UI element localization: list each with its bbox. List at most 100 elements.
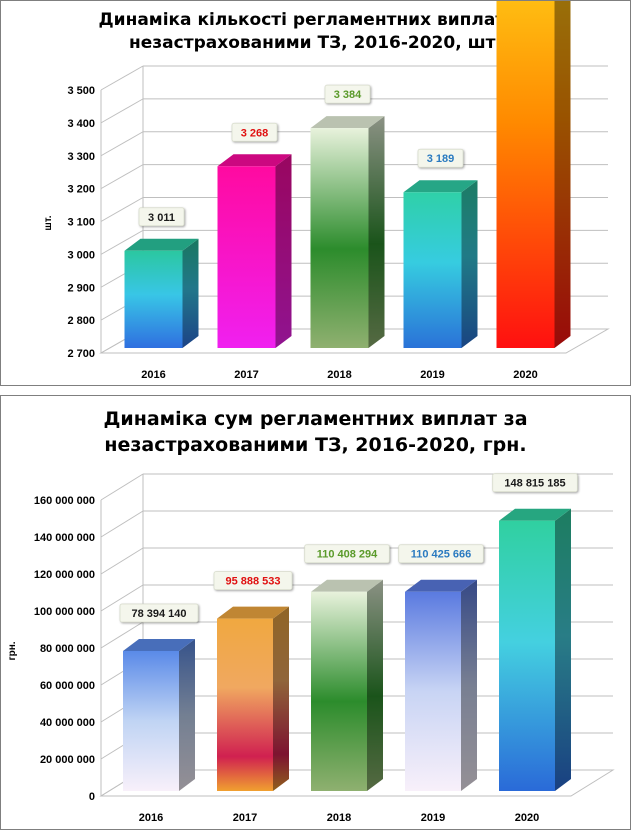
bar-front	[405, 591, 461, 791]
x-tick-label: 2018	[327, 369, 351, 381]
chart-title-sum: Динаміка сум регламентних виплат за неза…	[1, 406, 630, 458]
data-label-box	[213, 571, 293, 591]
bar-front	[123, 650, 179, 791]
gridline-diag	[100, 131, 144, 157]
sum-chart-svg: 0 20 000 000 40 000 000 60 000 000 80 000 00…	[7, 473, 615, 824]
gridline-diag	[100, 164, 144, 190]
bar-front	[310, 128, 369, 348]
data-label: 3 189	[427, 153, 455, 165]
bar	[403, 180, 478, 348]
data-label: 110 408 294	[317, 549, 378, 561]
bar-side	[368, 116, 385, 348]
bar-side	[554, 1, 571, 348]
chart-title-sum-line2: незастрахованими ТЗ, 2016-2020, грн.	[104, 434, 527, 456]
bar-top	[123, 638, 195, 651]
data-label: 110 425 666	[411, 549, 472, 561]
data-label-box	[231, 122, 278, 142]
data-label-box	[324, 84, 371, 104]
data-label: 3 268	[241, 127, 269, 139]
bar-top	[311, 579, 383, 592]
bar	[311, 579, 383, 791]
bar-side	[461, 579, 477, 791]
bar-front	[496, 1, 555, 348]
chart-title-sum-line1: Динаміка сум регламентних виплат за	[103, 408, 528, 430]
x-tick-label: 2016	[139, 812, 163, 824]
y-tick-label: 0	[89, 791, 95, 803]
bar-front	[217, 618, 273, 791]
bar	[405, 579, 477, 791]
y-tick-label: 60 000 000	[40, 680, 95, 692]
y-tick-label: 100 000 000	[34, 606, 95, 618]
bar-front	[124, 250, 183, 348]
bar-side	[179, 638, 195, 791]
gridline-diag	[100, 584, 144, 612]
bar-side	[275, 154, 292, 348]
x-tick-label: 2020	[515, 812, 539, 824]
x-tick-label: 2020	[513, 369, 537, 381]
x-tick-label: 2017	[233, 812, 257, 824]
y-tick-label: 3 000	[67, 249, 95, 261]
x-tick-label: 2019	[421, 812, 445, 824]
data-label: 95 888 533	[225, 576, 280, 588]
bar-top	[217, 606, 289, 619]
data-label-box	[138, 207, 185, 227]
gridline-diag	[100, 197, 144, 222]
y-tick-label: 2 900	[67, 282, 95, 294]
bar-top	[499, 508, 571, 521]
bar-top	[405, 579, 477, 592]
bar-side	[273, 606, 289, 791]
bar-top	[124, 238, 199, 251]
y-tick-label: 3 200	[67, 184, 95, 196]
chart-panel-count: Динаміка кількості регламентних виплат з…	[0, 0, 631, 386]
chart-title-count: Динаміка кількості регламентних виплат з…	[1, 9, 630, 55]
gridline-diag	[100, 229, 144, 255]
bar-front	[499, 520, 555, 791]
data-label: 148 815 185	[504, 478, 565, 490]
data-label-box	[417, 148, 464, 168]
x-tick-label: 2016	[141, 369, 165, 381]
gridline-diag	[100, 65, 144, 91]
y-tick-label: 3 100	[67, 217, 95, 229]
data-label-box	[398, 544, 484, 564]
y-tick-label: 3 300	[67, 151, 95, 163]
chart-title-count-line2: незастрахованими ТЗ, 2016-2020, шт.	[129, 33, 502, 53]
gridline-diag	[100, 98, 144, 124]
bar-top	[217, 154, 292, 167]
y-tick-label: 40 000 000	[40, 717, 95, 729]
y-tick-label: 2 700	[67, 348, 95, 360]
y-tick-label: 3 500	[67, 85, 95, 97]
y-axis-label: грн.	[7, 641, 18, 660]
data-label: 3 384	[334, 89, 362, 101]
bar	[217, 154, 292, 348]
data-label: 3 011	[148, 212, 175, 224]
y-axis-label: шт.	[43, 215, 54, 230]
bar-front	[403, 192, 462, 348]
y-tick-label: 20 000 000	[40, 754, 95, 766]
x-tick-label: 2018	[327, 812, 351, 824]
data-label-box	[492, 473, 578, 493]
bar-side	[555, 508, 571, 791]
data-label-box	[304, 544, 390, 564]
gridline-diag	[100, 547, 144, 575]
bar-side	[182, 238, 199, 348]
chart-title-count-line1: Динаміка кількості регламентних виплат з…	[98, 10, 533, 30]
bar-side	[367, 579, 383, 791]
gridline-diag	[100, 621, 144, 649]
y-tick-label: 140 000 000	[34, 532, 95, 544]
bar	[123, 638, 195, 791]
y-tick-label: 80 000 000	[40, 643, 95, 655]
y-tick-label: 2 800	[67, 315, 95, 327]
y-tick-label: 3 400	[67, 118, 95, 130]
bar	[310, 116, 385, 348]
bar-side	[461, 180, 478, 348]
bar-front	[311, 591, 367, 791]
data-label: 78 394 140	[131, 608, 186, 620]
bar	[217, 606, 289, 791]
y-tick-label: 160 000 000	[34, 495, 95, 507]
bar-front	[217, 166, 276, 348]
data-label-box	[119, 603, 199, 623]
x-tick-label: 2019	[420, 369, 444, 381]
chart-panel-sum: Динаміка сум регламентних виплат за неза…	[0, 395, 631, 830]
x-tick-label: 2017	[234, 369, 258, 381]
bar	[496, 1, 571, 348]
